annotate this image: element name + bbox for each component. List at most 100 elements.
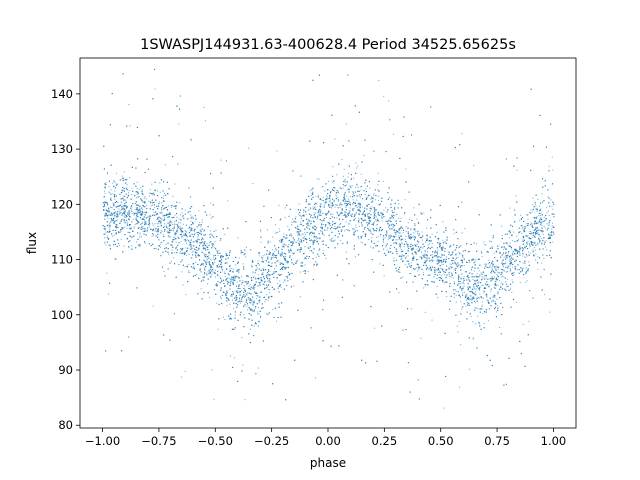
- data-point: [442, 221, 444, 223]
- data-point: [138, 188, 140, 190]
- data-point: [256, 298, 258, 300]
- data-point: [475, 291, 477, 293]
- data-point: [489, 240, 491, 242]
- data-point: [123, 195, 125, 197]
- data-point: [250, 264, 252, 266]
- data-point: [281, 253, 283, 255]
- data-point: [493, 276, 495, 278]
- data-point: [186, 239, 188, 241]
- data-point: [342, 187, 344, 189]
- data-point: [265, 313, 267, 315]
- data-point: [205, 260, 207, 262]
- data-point: [364, 194, 366, 196]
- data-point: [519, 219, 521, 221]
- data-point: [213, 261, 215, 263]
- data-point: [114, 258, 116, 260]
- data-point: [197, 250, 199, 252]
- data-point: [241, 337, 243, 339]
- data-point: [522, 227, 524, 229]
- data-point: [375, 219, 377, 221]
- data-point: [392, 223, 394, 225]
- data-point: [519, 251, 521, 253]
- data-point: [127, 237, 129, 239]
- data-point: [378, 221, 380, 223]
- data-point: [496, 298, 498, 300]
- data-point: [236, 297, 238, 299]
- data-point: [450, 267, 452, 269]
- data-point: [535, 221, 537, 223]
- data-point: [122, 207, 124, 209]
- data-point: [142, 226, 144, 228]
- data-point: [247, 297, 249, 299]
- data-point: [133, 212, 135, 214]
- data-point: [495, 285, 497, 287]
- data-point: [448, 268, 450, 270]
- data-point: [399, 271, 401, 273]
- data-point: [162, 215, 164, 217]
- data-point: [242, 263, 244, 265]
- data-point: [155, 229, 157, 231]
- data-point: [433, 282, 435, 284]
- data-point: [180, 214, 182, 216]
- data-point: [347, 176, 349, 178]
- data-point: [340, 239, 342, 241]
- data-point: [453, 229, 455, 231]
- data-point: [172, 195, 174, 197]
- data-point: [367, 214, 369, 216]
- data-point: [490, 301, 492, 303]
- data-point: [524, 226, 526, 228]
- data-point: [268, 253, 270, 255]
- data-point: [136, 193, 138, 195]
- data-point: [436, 247, 438, 249]
- data-point: [104, 213, 106, 215]
- data-point: [460, 300, 462, 302]
- data-point: [441, 264, 443, 266]
- data-point: [128, 190, 130, 192]
- data-point: [259, 296, 261, 298]
- data-point: [134, 223, 136, 225]
- data-point: [427, 251, 429, 253]
- data-point: [204, 260, 206, 262]
- data-point: [334, 239, 336, 241]
- data-point: [332, 201, 334, 203]
- data-point: [426, 284, 428, 286]
- data-point: [141, 189, 143, 191]
- data-point: [544, 246, 546, 248]
- data-point: [207, 283, 209, 285]
- data-point: [119, 210, 121, 212]
- data-point: [316, 203, 318, 205]
- data-point: [164, 192, 166, 194]
- data-point: [284, 236, 286, 238]
- data-point: [408, 234, 410, 236]
- data-point: [184, 209, 186, 211]
- data-point: [403, 213, 405, 215]
- data-point: [389, 236, 391, 238]
- data-point: [110, 197, 112, 199]
- data-point: [343, 168, 345, 170]
- data-point: [260, 229, 262, 231]
- data-point: [210, 217, 212, 219]
- data-point: [459, 386, 461, 388]
- data-point: [273, 271, 275, 273]
- data-point: [194, 262, 196, 264]
- data-point: [274, 224, 276, 226]
- data-point: [272, 253, 274, 255]
- data-point: [353, 207, 355, 209]
- data-point: [209, 214, 211, 216]
- data-point: [109, 222, 111, 224]
- data-point: [417, 221, 419, 223]
- data-point: [375, 216, 377, 218]
- data-point: [190, 214, 192, 216]
- data-point: [355, 162, 357, 164]
- data-point: [406, 260, 408, 262]
- data-point: [382, 237, 384, 239]
- data-point: [140, 215, 142, 217]
- data-point: [243, 304, 245, 306]
- data-point: [335, 195, 337, 197]
- data-point: [203, 106, 205, 108]
- data-point: [278, 228, 280, 230]
- data-point: [491, 267, 493, 269]
- data-point: [151, 204, 153, 206]
- data-point: [508, 290, 510, 292]
- data-point: [130, 227, 132, 229]
